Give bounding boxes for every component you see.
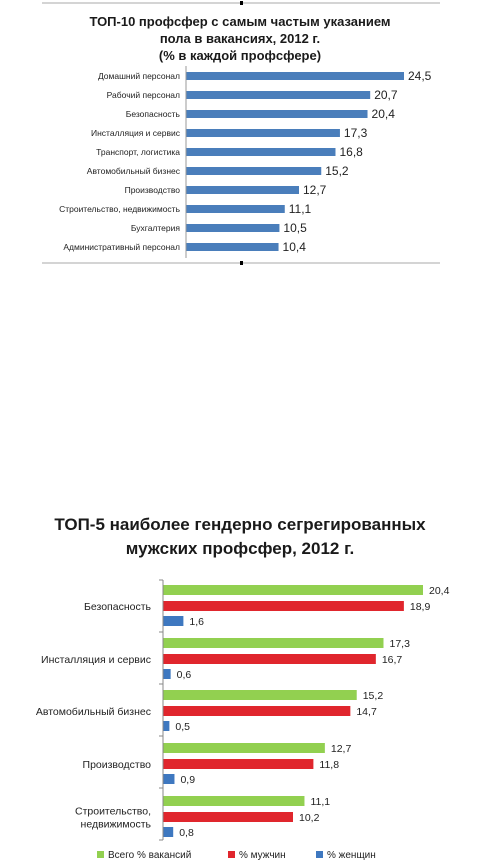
bar xyxy=(186,72,404,80)
data-label: 18,9 xyxy=(410,601,431,613)
bar xyxy=(163,654,376,664)
category-label: Транспорт, логистика xyxy=(96,147,180,157)
chart2-title-line: ТОП-5 наиболее гендерно сегрегированных xyxy=(54,515,426,534)
category-label: Домашний персонал xyxy=(98,71,180,81)
chart1-title-line: (% в каждой профсфере) xyxy=(158,48,322,63)
category-label: Производство xyxy=(83,759,152,771)
data-label: 14,7 xyxy=(356,706,377,718)
data-label: 15,2 xyxy=(325,164,349,178)
category-label: Административный персонал xyxy=(63,242,180,252)
data-label: 20,4 xyxy=(372,107,396,121)
data-label: 20,4 xyxy=(429,585,450,597)
data-label: 0,5 xyxy=(175,721,190,733)
bar xyxy=(186,148,336,156)
bar xyxy=(163,638,384,648)
bar xyxy=(186,91,371,99)
data-label: 17,3 xyxy=(389,638,410,650)
legend-label: % мужчин xyxy=(239,850,286,861)
category-label: Бухгалтерия xyxy=(131,223,180,233)
category-label: Производство xyxy=(125,185,181,195)
bar xyxy=(186,205,285,213)
handle-marker xyxy=(240,1,243,5)
bar xyxy=(163,743,325,753)
category-label: Инсталляция и сервис xyxy=(41,654,151,666)
bar xyxy=(163,669,171,679)
data-label: 17,3 xyxy=(344,126,368,140)
data-label: 16,8 xyxy=(339,145,363,159)
legend-swatch xyxy=(228,851,235,858)
chart1-title-line: пола в вакансиях, 2012 г. xyxy=(159,31,321,46)
category-label: Инсталляция и сервис xyxy=(91,128,181,138)
bar xyxy=(163,706,351,716)
legend-label: Всего % вакансий xyxy=(108,850,191,861)
bar xyxy=(163,812,293,822)
bar xyxy=(163,759,314,769)
data-label: 10,4 xyxy=(283,240,307,254)
data-label: 11,1 xyxy=(289,202,312,216)
legend-swatch xyxy=(97,851,104,858)
category-label: Автомобильный бизнес xyxy=(36,706,151,718)
bar xyxy=(163,601,404,611)
data-label: 0,6 xyxy=(177,669,192,681)
bar xyxy=(186,129,340,137)
bar xyxy=(186,243,279,251)
bar xyxy=(163,774,175,784)
bar xyxy=(163,690,357,700)
legend-label: % женщин xyxy=(327,850,376,861)
data-label: 15,2 xyxy=(363,690,384,702)
data-label: 10,5 xyxy=(283,221,307,235)
data-label: 11,8 xyxy=(319,759,339,771)
category-label: Строительство, недвижимость xyxy=(59,204,180,214)
data-label: 12,7 xyxy=(331,743,352,755)
data-label: 12,7 xyxy=(303,183,327,197)
chart2-title: ТОП-5 наиболее гендерно сегрегированных … xyxy=(0,513,480,561)
handle-marker xyxy=(240,261,243,265)
category-label: Строительство, xyxy=(75,806,151,818)
chart1-svg: Домашний персонал 24,5 Рабочий персонал 20,… xyxy=(42,1,440,265)
category-label: Рабочий персонал xyxy=(107,90,180,100)
chart1-title-line: ТОП-10 профсфер с самым частым указанием xyxy=(89,14,391,29)
legend-swatch xyxy=(316,851,323,858)
data-label: 11,1 xyxy=(310,796,330,808)
category-label: недвижимость xyxy=(81,819,152,831)
bar xyxy=(163,827,174,837)
data-label: 16,7 xyxy=(382,654,403,666)
bar xyxy=(186,224,280,232)
bar xyxy=(163,796,305,806)
data-label: 1,6 xyxy=(189,616,204,628)
bar xyxy=(163,585,423,595)
category-label: Безопасность xyxy=(126,109,181,119)
chart1-title: ТОП-10 профсфер с самым частым указанием… xyxy=(0,13,480,64)
bar xyxy=(186,110,368,118)
category-label: Автомобильный бизнес xyxy=(87,166,181,176)
bar xyxy=(163,616,184,626)
data-label: 0,9 xyxy=(180,774,195,786)
data-label: 24,5 xyxy=(408,69,432,83)
bar xyxy=(163,721,170,731)
bar xyxy=(186,167,322,175)
data-label: 10,2 xyxy=(299,812,320,824)
chart2-title-line: мужских профсфер, 2012 г. xyxy=(125,539,355,558)
data-label: 0,8 xyxy=(179,827,194,839)
data-label: 20,7 xyxy=(374,88,398,102)
category-label: Безопасность xyxy=(84,601,152,613)
bar xyxy=(186,186,300,194)
